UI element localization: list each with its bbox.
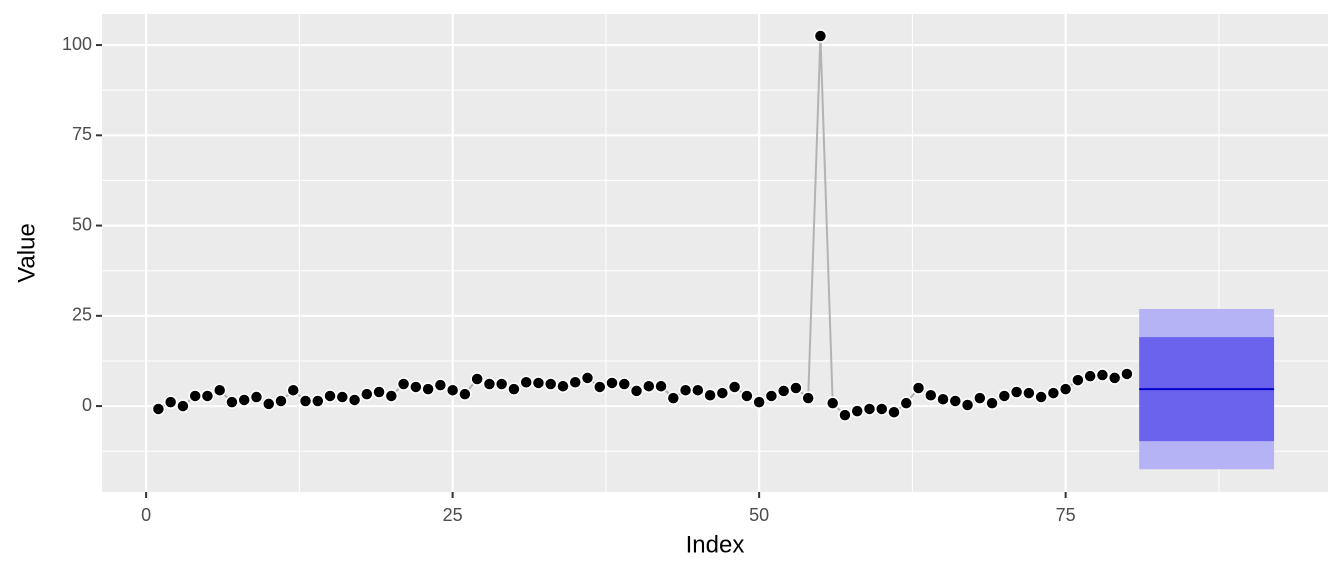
point (862, 402, 877, 416)
point (335, 390, 350, 404)
point (568, 375, 582, 389)
point (936, 392, 950, 406)
point (887, 405, 901, 419)
point (274, 394, 288, 408)
point (605, 376, 619, 390)
point (396, 377, 411, 391)
point (261, 397, 276, 411)
x-tick-label: 75 (1056, 505, 1076, 525)
point (249, 390, 264, 404)
point (1107, 371, 1122, 385)
point (507, 382, 521, 396)
point (347, 393, 362, 407)
y-tick-label: 75 (72, 124, 92, 144)
point (838, 408, 852, 422)
point (200, 389, 215, 403)
point (176, 399, 190, 413)
point (985, 396, 999, 410)
point (776, 384, 791, 398)
point (323, 389, 337, 403)
point (151, 402, 166, 416)
point (813, 29, 828, 43)
point (372, 385, 386, 399)
y-tick-label: 50 (72, 214, 92, 234)
point (237, 393, 251, 407)
point (703, 388, 717, 402)
point (470, 372, 484, 386)
point (960, 398, 975, 412)
point (715, 386, 730, 400)
point (494, 377, 509, 391)
panel (102, 14, 1328, 492)
point (874, 402, 889, 416)
x-axis-label: Index (686, 531, 745, 558)
point (1009, 385, 1024, 399)
point (642, 379, 656, 393)
point (482, 377, 497, 391)
point (580, 371, 595, 385)
point (752, 395, 766, 409)
x-tick-label: 50 (749, 505, 769, 525)
point (691, 383, 705, 397)
point (286, 383, 301, 397)
point (1046, 386, 1061, 400)
point (409, 380, 423, 394)
x-tick-label: 25 (443, 505, 463, 525)
point (666, 391, 681, 405)
point (188, 389, 202, 403)
point (298, 394, 313, 408)
point (740, 389, 754, 403)
point (850, 404, 864, 418)
point (360, 387, 374, 401)
point (543, 377, 558, 391)
point (678, 383, 693, 397)
point (445, 383, 460, 397)
point (654, 379, 668, 393)
point (1095, 368, 1110, 382)
point (1083, 369, 1097, 383)
point (911, 381, 926, 395)
point (973, 391, 987, 405)
point (593, 380, 607, 394)
point (1058, 382, 1073, 396)
point (899, 396, 914, 410)
point (458, 387, 472, 401)
point (421, 382, 435, 396)
y-tick-label: 100 (62, 34, 92, 54)
y-tick-label: 0 (82, 395, 92, 415)
point (163, 395, 178, 409)
point (556, 379, 570, 393)
point (617, 377, 632, 391)
point (1022, 386, 1036, 400)
point (225, 395, 239, 409)
point (1034, 390, 1048, 404)
point (1071, 373, 1085, 387)
point (948, 394, 963, 408)
point (629, 384, 644, 398)
x-tick-label: 0 (141, 505, 151, 525)
point (212, 383, 227, 397)
point (384, 389, 399, 403)
point (1120, 367, 1134, 381)
point (825, 396, 840, 410)
point (727, 380, 742, 394)
point (997, 389, 1012, 403)
point (924, 388, 938, 402)
y-tick-label: 25 (72, 305, 92, 325)
point (789, 381, 803, 395)
point (801, 391, 815, 405)
point (764, 389, 779, 403)
point (519, 375, 533, 389)
point (311, 394, 325, 408)
point (531, 376, 546, 390)
y-axis-label: Value (13, 223, 40, 283)
point (433, 378, 448, 392)
